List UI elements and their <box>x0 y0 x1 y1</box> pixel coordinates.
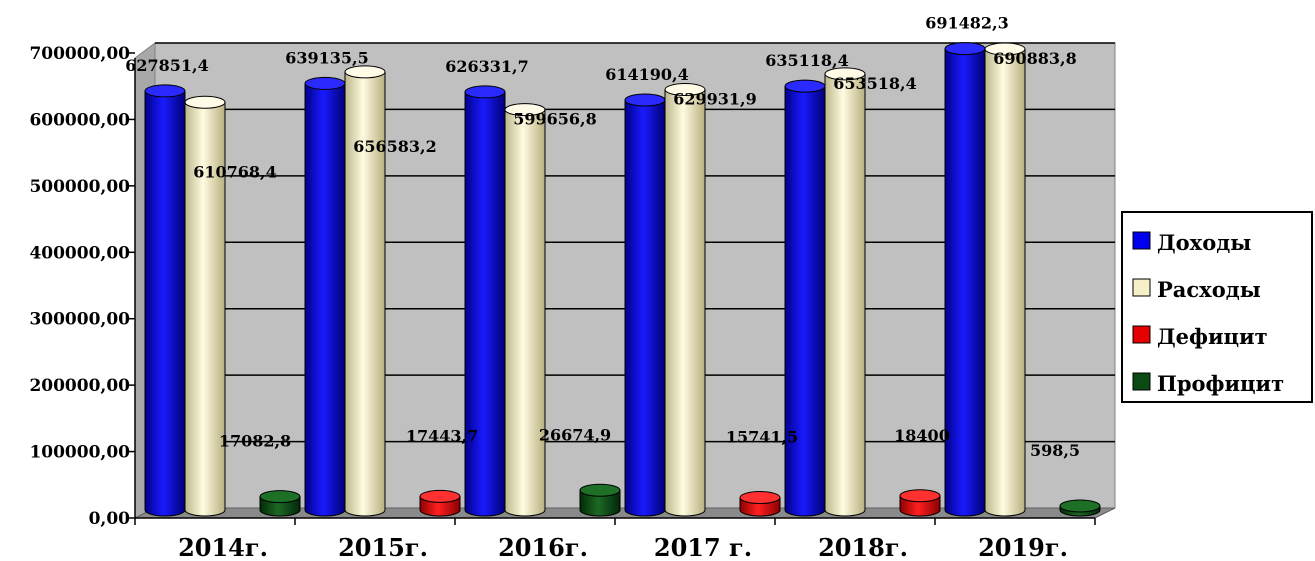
x-axis: 2014г. 2015г. 2016г. 2017 г. 2018г. 2019г. <box>134 517 1096 561</box>
bar-top <box>739 491 781 505</box>
bar-body <box>184 101 226 517</box>
bar-top <box>1059 499 1101 513</box>
legend-swatch-deficit <box>1132 325 1151 344</box>
bar-top <box>984 42 1026 56</box>
bar-body <box>944 48 986 517</box>
bar-income <box>944 42 986 517</box>
bar-deficit <box>899 489 941 517</box>
data-label-expenses: 629931,9 <box>673 90 757 109</box>
data-label-deficit: 15741,5 <box>726 428 798 447</box>
bar-top <box>419 489 461 503</box>
data-label-income: 626331,7 <box>445 57 529 76</box>
bar-expenses <box>664 83 706 517</box>
data-label-income: 627851,4 <box>125 56 209 75</box>
bar-top <box>784 79 826 93</box>
bar-body <box>304 82 346 517</box>
legend-item-deficit: Дефицит <box>1132 324 1268 349</box>
legend-item-expenses: Расходы <box>1132 277 1261 302</box>
legend-item-income: Доходы <box>1132 230 1251 255</box>
y-axis: 0,00 100000,00 200000,00 300000,00 400000,00… <box>29 44 136 529</box>
data-label-expenses: 599656,8 <box>513 110 597 129</box>
x-tick-label: 2019г. <box>978 533 1068 561</box>
bar-top <box>899 489 941 503</box>
legend-label-income: Доходы <box>1157 230 1251 255</box>
y-tick-label: 400000,00 <box>29 243 130 263</box>
bar-body <box>664 89 706 517</box>
bar-expenses <box>504 103 546 517</box>
data-label-expenses: 653518,4 <box>833 74 917 93</box>
bar-top <box>504 103 546 117</box>
bar-deficit <box>739 491 781 517</box>
data-label-surplus: 598,5 <box>1030 441 1080 460</box>
bar-top <box>824 67 866 81</box>
bar-income <box>464 85 506 517</box>
data-label-surplus: 26674,9 <box>539 425 611 444</box>
legend-swatch-income <box>1132 231 1151 250</box>
y-tick-label: 0,00 <box>89 509 131 529</box>
bar-top <box>944 42 986 56</box>
bar-top <box>624 93 666 107</box>
x-tick-label: 2018г. <box>818 533 908 561</box>
data-label-surplus: 17082,8 <box>219 432 291 451</box>
data-label-income: 614190,4 <box>605 65 689 84</box>
bar-body <box>579 489 621 517</box>
bar-body <box>784 85 826 517</box>
x-tick-label: 2014г. <box>178 533 268 561</box>
bar-income <box>144 84 186 517</box>
data-label-income: 639135,5 <box>285 48 369 67</box>
legend-swatch-expenses <box>1132 278 1151 297</box>
bar-expenses <box>984 42 1026 517</box>
y-tick-label: 500000,00 <box>29 177 130 197</box>
y-tick-label: 100000,00 <box>29 443 130 463</box>
y-tick-label: 700000,00 <box>29 44 130 64</box>
bar-surplus <box>579 483 621 517</box>
bar-body <box>144 90 186 517</box>
bar-income <box>304 76 346 517</box>
bar-top <box>144 84 186 98</box>
bar-body <box>624 99 666 517</box>
legend-box <box>1121 211 1313 403</box>
data-label-deficit: 18400 <box>894 426 950 445</box>
bars <box>144 42 1101 517</box>
x-tick-label: 2016г. <box>498 533 588 561</box>
y-tick-label: 300000,00 <box>29 310 130 330</box>
data-label-expenses: 656583,2 <box>353 137 437 156</box>
data-label-income: 635118,4 <box>765 51 849 70</box>
bar-body <box>464 91 506 517</box>
bar-body <box>504 109 546 517</box>
data-label-expenses: 690883,8 <box>993 49 1077 68</box>
bar-top <box>184 95 226 109</box>
bar-surplus <box>1059 499 1101 517</box>
legend-swatch-surplus <box>1132 372 1151 391</box>
bar-expenses <box>184 95 226 517</box>
y-tick-label: 600000,00 <box>29 110 130 130</box>
data-label-deficit: 17443,7 <box>406 426 478 445</box>
bar-top <box>464 85 506 99</box>
y-tick-label: 200000,00 <box>29 376 130 396</box>
bar-expenses <box>824 67 866 517</box>
bar-body <box>824 73 866 517</box>
data-label-expenses: 610768,4 <box>193 162 277 181</box>
x-tick-label: 2017 г. <box>654 533 752 561</box>
bar-expenses <box>344 65 386 517</box>
bar-top <box>259 490 301 504</box>
bar-body <box>344 71 386 517</box>
bar-income <box>784 79 826 517</box>
bar-deficit <box>419 489 461 517</box>
legend-label-expenses: Расходы <box>1157 277 1261 302</box>
legend-label-deficit: Дефицит <box>1157 324 1268 349</box>
bar-top <box>664 83 706 97</box>
data-labels: 627851,4 610768,4 17082,8 639135,5 656583,2 1… <box>125 14 1080 460</box>
bar-top <box>579 483 621 497</box>
legend-item-surplus: Профицит <box>1132 371 1284 396</box>
legend-label-surplus: Профицит <box>1157 371 1284 396</box>
bar-top <box>304 76 346 90</box>
bar-surplus <box>259 490 301 517</box>
bar-body <box>984 48 1026 517</box>
x-tick-label: 2015г. <box>338 533 428 561</box>
bar-top <box>344 65 386 79</box>
data-label-income: 691482,3 <box>925 14 1009 33</box>
bar-income <box>624 93 666 517</box>
